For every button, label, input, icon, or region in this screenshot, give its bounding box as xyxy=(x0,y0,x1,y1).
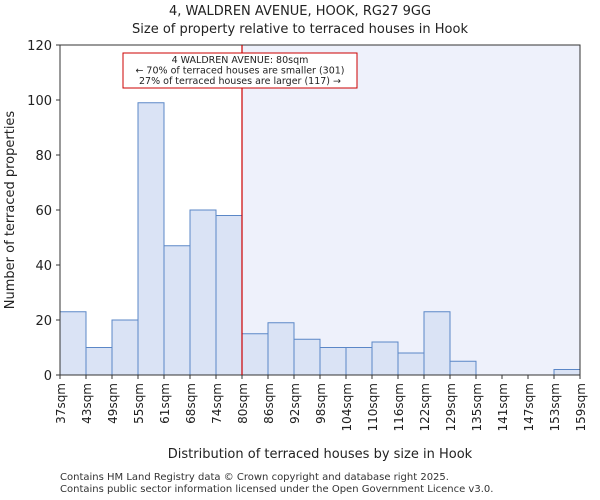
bar-49sqm xyxy=(111,319,139,376)
bar-37sqm xyxy=(59,311,87,376)
y-tick-label: 40 xyxy=(35,259,52,274)
bar-80sqm xyxy=(241,333,269,376)
x-tick-label: 86sqm xyxy=(262,383,276,424)
x-tick-label: 98sqm xyxy=(314,383,328,424)
x-tick-label: 80sqm xyxy=(236,383,250,424)
bar-68sqm xyxy=(189,209,217,376)
chart-subtitle: Size of property relative to terraced ho… xyxy=(132,22,468,37)
x-tick-label: 37sqm xyxy=(54,383,68,424)
bar-61sqm xyxy=(163,245,191,376)
y-axis-label: Number of terraced properties xyxy=(3,111,18,310)
annotation-line-3: 27% of terraced houses are larger (117) … xyxy=(139,76,341,87)
x-tick-label: 61sqm xyxy=(158,383,172,424)
bar-104sqm xyxy=(345,347,373,376)
x-tick-label: 104sqm xyxy=(340,383,354,431)
x-tick-label: 147sqm xyxy=(522,383,536,431)
y-tick-label: 120 xyxy=(27,39,52,54)
y-tick-label: 60 xyxy=(35,204,52,219)
x-tick-label: 43sqm xyxy=(80,383,94,424)
x-tick-label: 129sqm xyxy=(444,383,458,431)
x-tick-label: 159sqm xyxy=(574,383,588,431)
y-tick-label: 100 xyxy=(27,94,52,109)
x-tick-label: 110sqm xyxy=(366,383,380,431)
bar-116sqm xyxy=(397,352,425,376)
bar-129sqm xyxy=(449,360,477,376)
bar-55sqm xyxy=(137,102,165,376)
x-axis-label: Distribution of terraced houses by size … xyxy=(168,447,473,462)
bar-92sqm xyxy=(293,338,321,376)
footer-line-2: Contains public sector information licen… xyxy=(60,484,494,495)
bar-153sqm xyxy=(553,369,581,376)
bar-43sqm xyxy=(85,347,113,376)
x-tick-label: 49sqm xyxy=(106,383,120,424)
x-tick-label: 92sqm xyxy=(288,383,302,424)
bar-74sqm xyxy=(215,215,243,376)
chart-title: 4, WALDREN AVENUE, HOOK, RG27 9GG xyxy=(168,4,432,19)
x-tick-label: 55sqm xyxy=(132,383,146,424)
bar-98sqm xyxy=(319,347,347,376)
bar-110sqm xyxy=(371,341,399,376)
y-tick-label: 20 xyxy=(35,314,52,329)
x-tick-label: 153sqm xyxy=(548,383,562,431)
y-tick-label: 80 xyxy=(35,149,52,164)
x-tick-label: 116sqm xyxy=(392,383,406,431)
annotation-box xyxy=(122,52,358,89)
bar-122sqm xyxy=(423,311,451,376)
x-tick-label: 68sqm xyxy=(184,383,198,424)
x-tick-label: 135sqm xyxy=(470,383,484,431)
annotation-line-1: 4 WALDREN AVENUE: 80sqm xyxy=(172,55,309,66)
x-tick-label: 141sqm xyxy=(496,383,510,431)
bar-86sqm xyxy=(267,322,295,376)
footer-line-1: Contains HM Land Registry data © Crown c… xyxy=(60,472,449,483)
y-tick-label: 0 xyxy=(44,369,52,384)
x-tick-label: 74sqm xyxy=(210,383,224,424)
highlight-region xyxy=(242,45,580,375)
annotation-line-2: ← 70% of terraced houses are smaller (30… xyxy=(135,66,344,77)
x-tick-label: 122sqm xyxy=(418,383,432,431)
